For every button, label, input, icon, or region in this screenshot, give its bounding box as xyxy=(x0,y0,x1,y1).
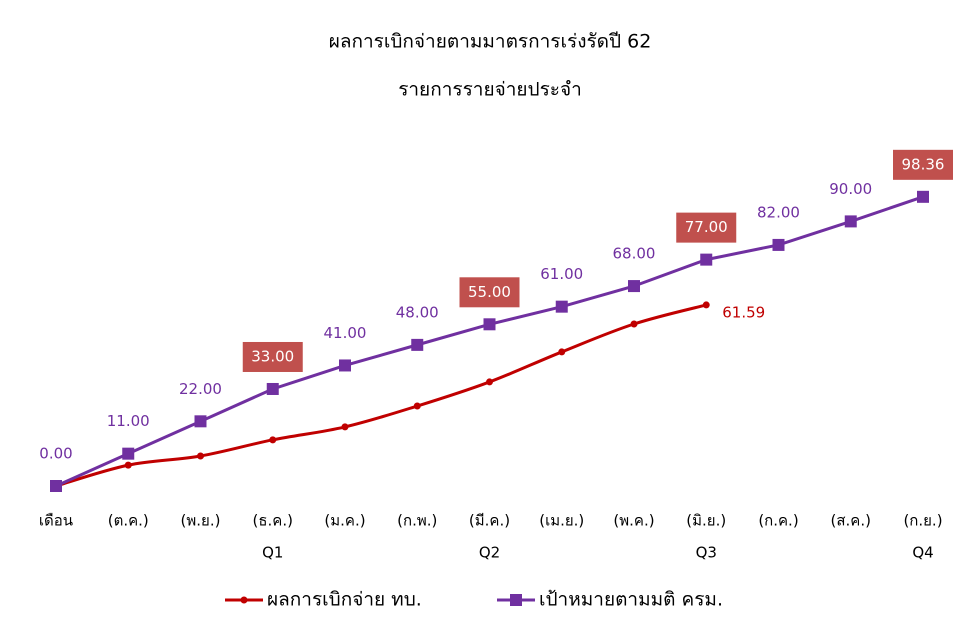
marker xyxy=(628,280,640,293)
marker xyxy=(700,253,713,266)
marker xyxy=(917,190,929,203)
x-tick-label: (ก.ค.) xyxy=(758,512,798,530)
x-tick-label: เดือน xyxy=(39,512,73,530)
data-label: 55.00 xyxy=(468,283,511,301)
series-line xyxy=(55,303,707,488)
data-label: 77.00 xyxy=(685,218,728,236)
quarter-label: Q4 xyxy=(912,544,933,562)
x-tick-label: (พ.ค.) xyxy=(613,512,654,530)
marker xyxy=(194,415,207,428)
chart-title: ผลการเบิกจ่ายตามมาตรการเร่งรัดปี 62 xyxy=(329,31,652,53)
marker xyxy=(122,447,135,460)
x-tick-label: (เม.ย.) xyxy=(539,512,584,530)
x-tick-label: (พ.ย.) xyxy=(181,512,221,530)
x-tick-label: (ม.ค.) xyxy=(324,512,365,530)
data-label: 98.36 xyxy=(902,155,945,173)
marker xyxy=(486,378,493,386)
x-tick-label: (ก.ย.) xyxy=(903,512,942,530)
legend-label: เป้าหมายตามมติ ครม. xyxy=(539,589,723,611)
x-tick-label: (ต.ค.) xyxy=(108,512,149,530)
x-tick-label: (ธ.ค.) xyxy=(253,512,293,530)
data-label: 82.00 xyxy=(757,203,800,221)
marker xyxy=(555,300,568,313)
marker xyxy=(339,359,351,372)
data-label: 68.00 xyxy=(613,245,656,263)
label-box xyxy=(893,149,953,180)
marker xyxy=(197,452,204,460)
marker xyxy=(413,402,421,410)
data-label: 0.00 xyxy=(39,445,72,463)
data-label: 41.00 xyxy=(324,324,367,342)
data-label: 61.00 xyxy=(540,265,583,283)
data-label: 22.00 xyxy=(179,380,222,398)
series-line xyxy=(55,195,924,488)
quarter-label: Q1 xyxy=(262,544,283,562)
marker xyxy=(558,348,566,356)
marker xyxy=(50,480,62,492)
quarter-label: Q3 xyxy=(696,544,717,562)
marker xyxy=(483,318,496,331)
marker xyxy=(772,238,785,251)
data-label: 90.00 xyxy=(829,180,872,198)
marker xyxy=(630,320,638,328)
data-label: 61.59 xyxy=(722,303,765,321)
data-label: 11.00 xyxy=(107,412,150,430)
marker xyxy=(702,301,710,309)
legend-marker xyxy=(240,596,248,604)
quarter-label: Q2 xyxy=(479,544,500,562)
x-tick-label: (ส.ค.) xyxy=(831,512,871,530)
label-box xyxy=(676,212,737,243)
marker xyxy=(844,215,857,228)
data-label: 48.00 xyxy=(396,303,439,321)
x-tick-label: (มิ.ย.) xyxy=(686,512,726,530)
marker xyxy=(341,423,349,431)
marker xyxy=(266,382,279,395)
legend-label: ผลการเบิกจ่าย ทบ. xyxy=(267,589,422,611)
data-label: 33.00 xyxy=(251,347,294,365)
label-box xyxy=(459,277,520,308)
label-box xyxy=(242,341,303,372)
chart-subtitle: รายการรายจ่ายประจำ xyxy=(398,79,582,101)
x-tick-label: (มี.ค.) xyxy=(469,512,510,530)
legend-marker xyxy=(510,594,522,606)
marker xyxy=(269,436,277,444)
marker xyxy=(124,461,132,469)
x-tick-label: (ก.พ.) xyxy=(397,512,437,530)
marker xyxy=(411,338,424,351)
